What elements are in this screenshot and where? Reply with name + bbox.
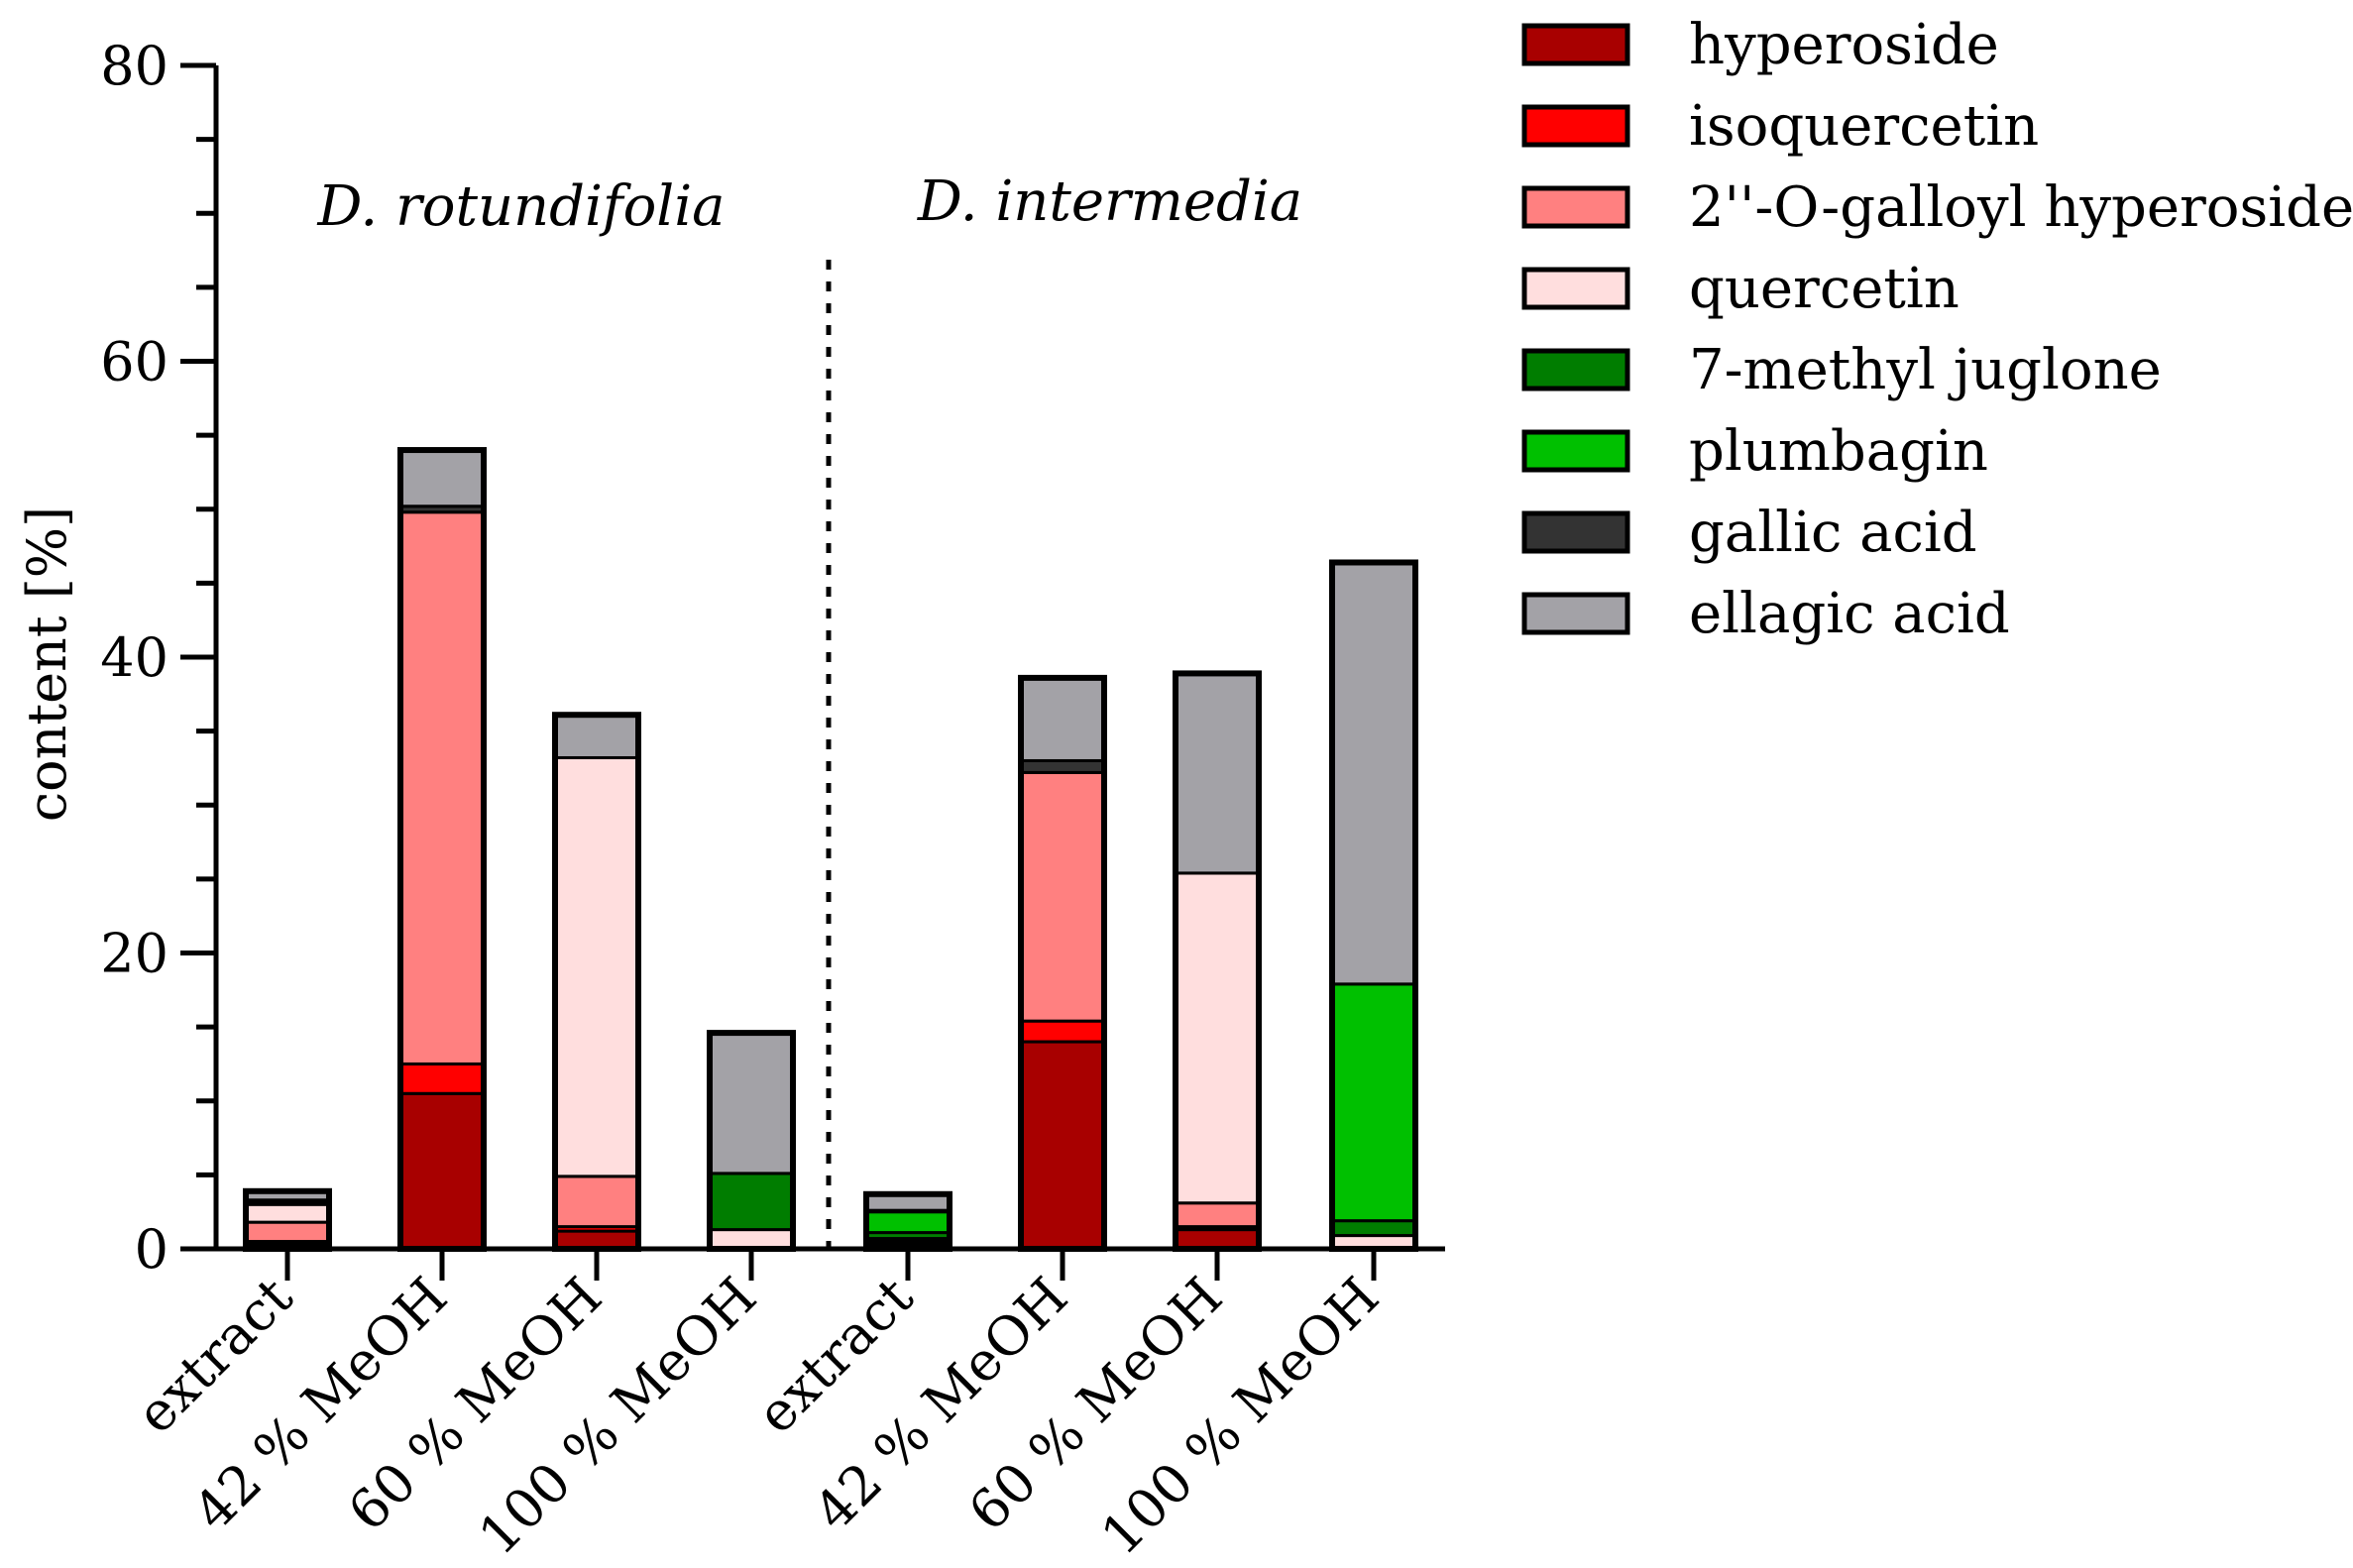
bar-stack	[863, 1190, 952, 1252]
bar-segment-7-methyl-juglone	[1330, 1219, 1417, 1238]
legend-label: ellagic acid	[1689, 582, 2010, 646]
legend-label: plumbagin	[1689, 419, 1988, 484]
group-label-intermedia: D. intermedia	[917, 169, 1302, 234]
bar-segment-isoquercetin	[1019, 1019, 1106, 1044]
x-category-label: 100 % MeOH	[467, 1266, 768, 1567]
y-tick-label: 80	[100, 35, 168, 97]
bar-stack	[1018, 674, 1107, 1252]
bar-stack	[1329, 559, 1418, 1252]
bar-segment-ellagic-acid	[398, 448, 486, 508]
bar-segment-plumbagin	[864, 1210, 952, 1235]
legend-label: isoquercetin	[1689, 94, 2039, 159]
legend-label: quercetin	[1689, 257, 1960, 321]
bar-segment-ellagic-acid	[1330, 560, 1417, 986]
y-axis-title: content [%]	[16, 506, 78, 822]
legend-item: plumbagin	[1521, 419, 1988, 484]
bar-segment-2-o-galloyl-hyperoside	[244, 1220, 331, 1244]
legend-swatch	[1521, 592, 1630, 635]
group-label-rotundifolia: D. rotundifolia	[316, 174, 725, 239]
y-tick-label: 60	[100, 331, 168, 393]
bar-stack	[397, 447, 487, 1252]
bar-stack	[243, 1187, 332, 1252]
bar-segment-hyperoside	[1019, 1040, 1106, 1251]
bar-segment-ellagic-acid	[1019, 676, 1106, 762]
bar-stack	[552, 712, 641, 1252]
y-tick-label: 20	[100, 923, 168, 985]
bar-stack	[707, 1030, 796, 1252]
legend-swatch	[1521, 429, 1630, 473]
bar-segment-7-methyl-juglone	[708, 1172, 795, 1232]
legend-swatch	[1521, 348, 1630, 392]
y-tick-label: 0	[135, 1218, 168, 1281]
bar-segment-hyperoside	[398, 1091, 486, 1251]
bar-segment-ellagic-acid	[553, 713, 640, 759]
bar-segment-ellagic-acid	[1174, 671, 1261, 875]
bar-stack	[1173, 670, 1262, 1252]
bar-segment-isoquercetin	[398, 1062, 486, 1095]
bar-segment-quercetin	[1174, 871, 1261, 1205]
legend-swatch	[1521, 510, 1630, 554]
legend-swatch	[1521, 267, 1630, 310]
legend-swatch	[1521, 23, 1630, 66]
legend-item: 2''-O-galloyl hyperoside	[1521, 175, 2353, 240]
legend-swatch	[1521, 104, 1630, 148]
bar-segment-2-o-galloyl-hyperoside	[1019, 770, 1106, 1023]
bar-segment-2-o-galloyl-hyperoside	[398, 510, 486, 1065]
legend-item: 7-methyl juglone	[1521, 338, 2162, 402]
legend-label: 2''-O-galloyl hyperoside	[1689, 175, 2353, 240]
legend-item: isoquercetin	[1521, 94, 2039, 159]
legend-label: hyperoside	[1689, 13, 1999, 77]
bar-segment-quercetin	[244, 1202, 331, 1224]
legend-item: ellagic acid	[1521, 582, 2010, 646]
legend-label: 7-methyl juglone	[1689, 338, 2162, 402]
bar-segment-quercetin	[553, 755, 640, 1178]
bar-segment-plumbagin	[1330, 982, 1417, 1223]
legend-item: quercetin	[1521, 257, 1960, 321]
legend-label: gallic acid	[1689, 501, 1977, 565]
bar-segment-2-o-galloyl-hyperoside	[1174, 1201, 1261, 1229]
bar-segment-ellagic-acid	[708, 1031, 795, 1176]
legend-item: hyperoside	[1521, 13, 1999, 77]
legend-swatch	[1521, 185, 1630, 229]
legend-item: gallic acid	[1521, 501, 1977, 565]
y-tick-label: 40	[100, 626, 168, 689]
bar-segment-2-o-galloyl-hyperoside	[553, 1175, 640, 1229]
legend: hyperoside isoquercetin 2''-O-galloyl hype…	[1521, 13, 2353, 646]
bar-segment-gallic-acid	[1019, 758, 1106, 774]
x-category-label: 100 % MeOH	[1089, 1266, 1391, 1567]
